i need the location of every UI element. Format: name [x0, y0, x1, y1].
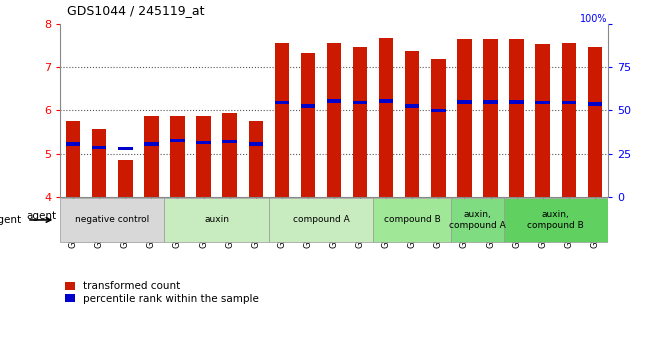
Bar [275, 43, 289, 197]
Bar [118, 160, 132, 197]
Bar [170, 116, 184, 197]
Bar [92, 146, 106, 149]
Bar [196, 141, 211, 145]
Bar [66, 142, 80, 146]
Bar [248, 121, 263, 197]
Bar [269, 198, 373, 242]
Bar [452, 198, 504, 242]
Text: auxin,
compound B: auxin, compound B [527, 210, 584, 230]
Bar [431, 109, 446, 112]
Bar [405, 105, 420, 108]
Bar [301, 53, 315, 197]
Bar [327, 99, 341, 103]
Bar [379, 38, 393, 197]
Text: GDS1044 / 245119_at: GDS1044 / 245119_at [67, 4, 204, 17]
Bar [353, 47, 367, 197]
Bar [60, 198, 164, 242]
Bar [66, 121, 80, 197]
Bar [170, 139, 184, 142]
Bar [457, 100, 472, 104]
Bar [164, 198, 269, 242]
Text: negative control: negative control [75, 215, 150, 225]
Bar [275, 101, 289, 104]
Bar [373, 198, 452, 242]
Bar [536, 101, 550, 104]
Bar [222, 112, 237, 197]
Bar [222, 140, 237, 143]
Text: auxin,
compound A: auxin, compound A [449, 210, 506, 230]
Bar [327, 43, 341, 197]
Text: agent: agent [0, 215, 21, 225]
Text: compound A: compound A [293, 215, 349, 225]
Bar [431, 59, 446, 197]
Bar [510, 100, 524, 104]
Legend: transformed count, percentile rank within the sample: transformed count, percentile rank withi… [65, 281, 259, 304]
Bar [536, 43, 550, 197]
Bar [144, 142, 158, 146]
Bar [504, 198, 608, 242]
Bar [588, 102, 602, 106]
Bar [562, 101, 576, 104]
Bar [353, 101, 367, 104]
Text: agent: agent [27, 211, 57, 221]
Text: compound B: compound B [384, 215, 441, 225]
Bar [484, 39, 498, 197]
Bar [301, 105, 315, 108]
Text: 100%: 100% [580, 14, 608, 24]
Text: auxin: auxin [204, 215, 229, 225]
Bar [379, 99, 393, 103]
Bar [144, 116, 158, 197]
Bar [405, 51, 420, 197]
Bar [118, 147, 132, 150]
Bar [248, 142, 263, 146]
Bar [196, 116, 211, 197]
Bar [457, 39, 472, 197]
Bar [562, 43, 576, 197]
Bar [510, 39, 524, 197]
Bar [92, 129, 106, 197]
Bar [484, 100, 498, 104]
Bar [588, 47, 602, 197]
